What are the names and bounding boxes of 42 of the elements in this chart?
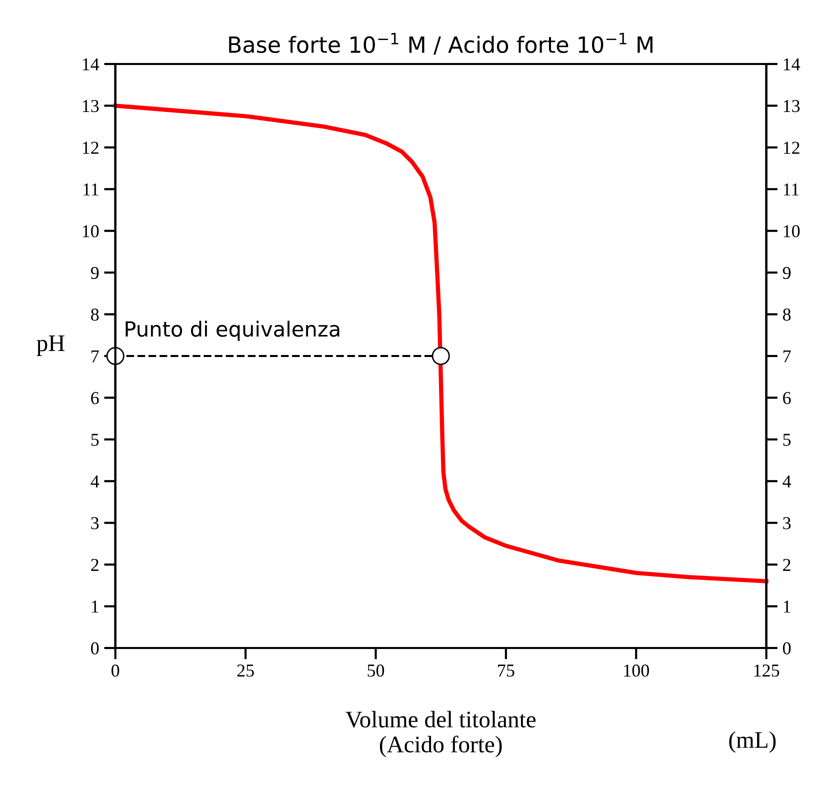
y2-tick-label: 6 bbox=[783, 392, 791, 404]
y2-tick-label: 0 bbox=[782, 642, 791, 654]
x-tick-label: 100 bbox=[624, 664, 649, 677]
y-tick-label: 5 bbox=[91, 434, 99, 446]
y2-tick-label: 12 bbox=[784, 142, 800, 154]
y2-tick-label: 4 bbox=[782, 476, 792, 488]
x-tick-label: 75 bbox=[498, 664, 514, 677]
y-tick-label: 6 bbox=[91, 392, 99, 404]
x-tick-label: 125 bbox=[754, 664, 780, 677]
y2-tick-label: 2 bbox=[783, 558, 790, 571]
x-tick-label: 0 bbox=[112, 664, 120, 677]
y2-tick-label: 8 bbox=[782, 308, 791, 321]
y2-tick-label: 1 bbox=[784, 600, 790, 613]
chart-title: Base forte 10$^{−1}$ M / Acido forte 10$^{−1}$ M bbox=[229, 32, 652, 55]
y-tick-label: 11 bbox=[84, 183, 98, 196]
y2-tick-label: 3 bbox=[783, 517, 791, 530]
y-tick-label: 14 bbox=[82, 58, 100, 70]
y-tick-label: 10 bbox=[82, 225, 99, 238]
y2-tick-label: 14 bbox=[784, 58, 800, 70]
y-tick-label: 2 bbox=[91, 558, 98, 571]
y-axis-title: pH bbox=[36, 336, 65, 356]
y2-tick-label: 10 bbox=[784, 225, 800, 238]
y-tick-label: 13 bbox=[82, 100, 99, 112]
annotation: Punto di equivalenza bbox=[126, 320, 340, 341]
text: (mL) bbox=[729, 731, 776, 753]
y2-tick-label: 5 bbox=[783, 434, 791, 446]
y-tick-label: 9 bbox=[90, 266, 99, 280]
y-tick-label: 3 bbox=[91, 517, 99, 530]
x-axis-title: Volume del titolante (Acido forte) bbox=[346, 710, 536, 758]
y-tick-label: 1 bbox=[92, 600, 98, 613]
y-tick-label: 12 bbox=[82, 142, 98, 154]
line-series bbox=[113, 104, 768, 584]
y2-tick-label: 9 bbox=[782, 266, 791, 280]
y-tick-label: 4 bbox=[90, 476, 100, 488]
y2-tick-label: 13 bbox=[784, 100, 800, 112]
y2-tick-label: 7 bbox=[783, 350, 791, 362]
y-tick-label: 7 bbox=[92, 350, 99, 362]
y2-tick-label: 11 bbox=[784, 183, 799, 196]
y-tick-label: 0 bbox=[91, 642, 99, 654]
y-tick-label: 8 bbox=[91, 308, 99, 321]
x-tick-label: 50 bbox=[368, 664, 384, 677]
x-tick-label: 25 bbox=[237, 664, 254, 677]
